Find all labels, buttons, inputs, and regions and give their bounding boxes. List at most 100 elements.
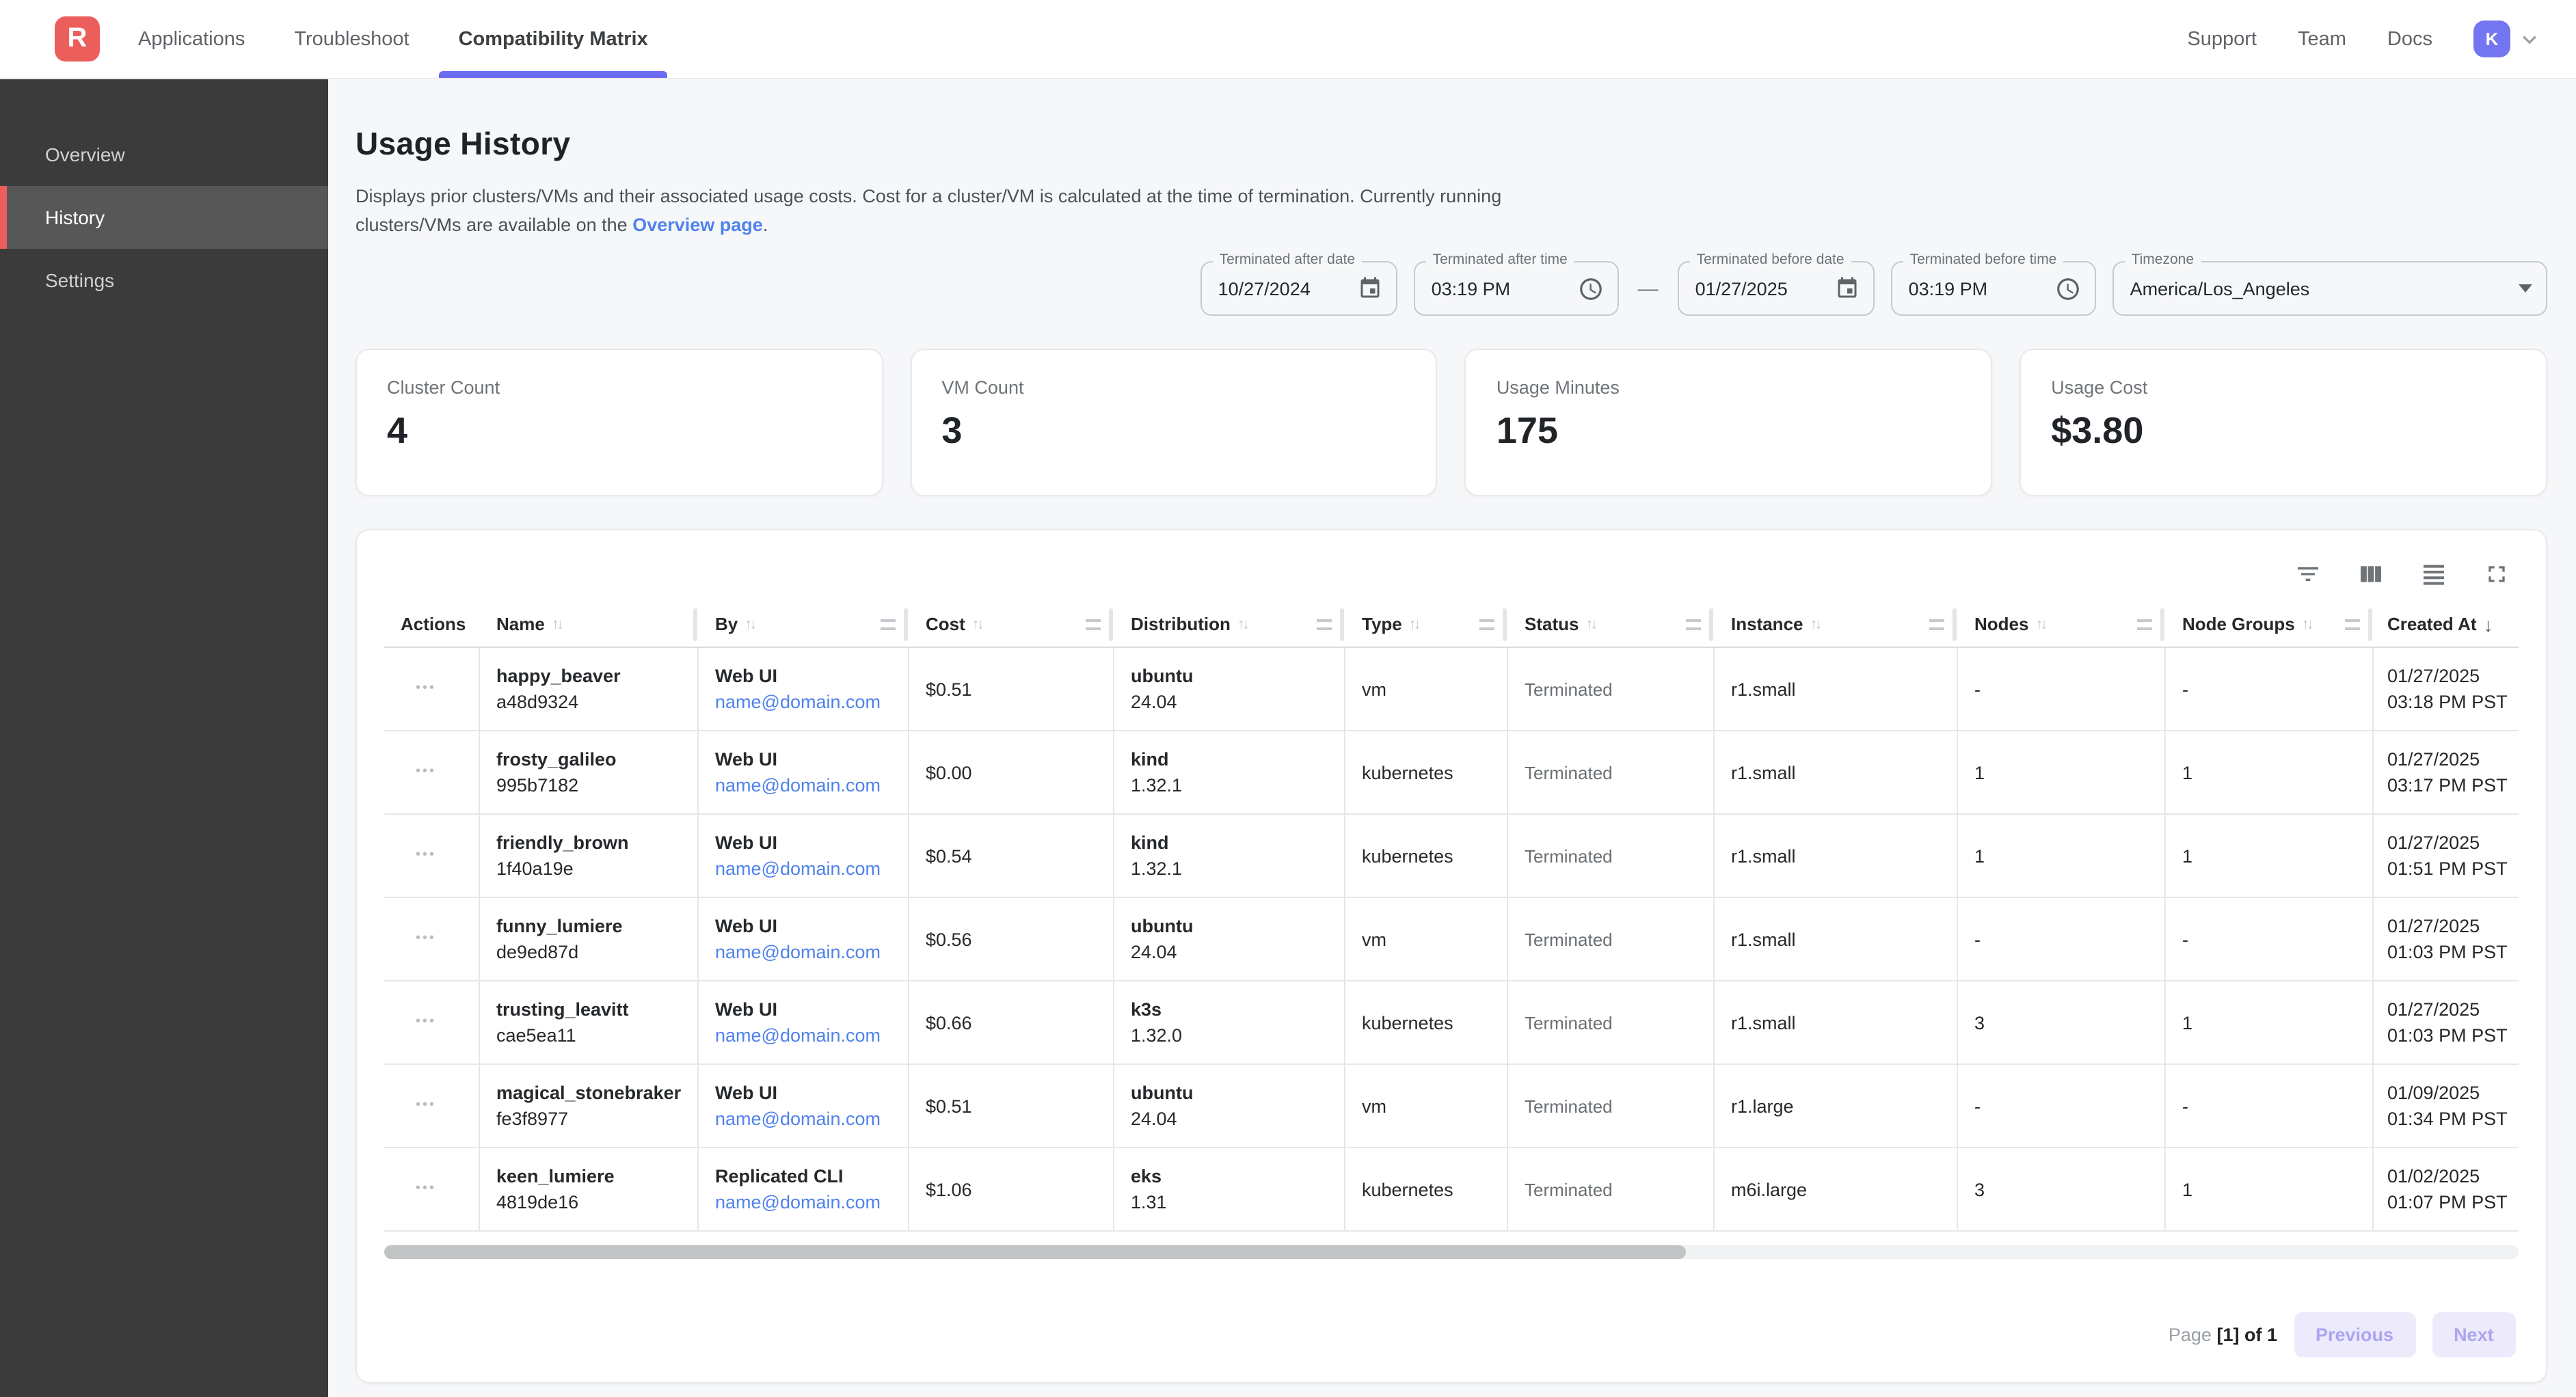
status-badge: Terminated xyxy=(1525,1096,1613,1116)
filter-icon[interactable] xyxy=(2292,558,2324,591)
column-header-created-at[interactable]: Created At ↓ xyxy=(2387,613,2493,635)
column-separator[interactable] xyxy=(1109,608,1113,641)
account-menu-button[interactable]: K xyxy=(2473,21,2543,57)
cluster-id: de9ed87d xyxy=(496,942,579,962)
actions-cell: ••• xyxy=(384,815,480,897)
column-menu-icon[interactable] xyxy=(1929,619,1944,629)
nav-link-docs[interactable]: Docs xyxy=(2387,28,2432,50)
column-header-instance[interactable]: Instance ↑↓ xyxy=(1715,601,1958,647)
type-cell: kubernetes xyxy=(1345,981,1508,1063)
column-header-type[interactable]: Type ↑↓ xyxy=(1345,601,1508,647)
terminated-before-time-field[interactable]: Terminated before time 03:19 PM xyxy=(1890,252,2096,316)
row-actions-button[interactable]: ••• xyxy=(415,1014,436,1029)
row-actions-button[interactable]: ••• xyxy=(415,847,436,863)
column-separator[interactable] xyxy=(904,608,908,641)
cost-cell: $0.56 xyxy=(909,898,1114,980)
actions-cell: ••• xyxy=(384,981,480,1063)
column-separator[interactable] xyxy=(1709,608,1713,641)
column-menu-icon[interactable] xyxy=(1086,619,1101,629)
by-email-link[interactable]: name@domain.com xyxy=(715,692,881,712)
sidebar-item-settings[interactable]: Settings xyxy=(45,269,115,291)
column-separator[interactable] xyxy=(1340,608,1344,641)
column-menu-icon[interactable] xyxy=(2137,619,2152,629)
calendar-icon[interactable] xyxy=(1358,276,1382,301)
instance-cell: r1.small xyxy=(1715,731,1958,813)
row-actions-button[interactable]: ••• xyxy=(415,764,436,779)
row-actions-button[interactable]: ••• xyxy=(415,1098,436,1113)
by-source: Web UI xyxy=(715,999,778,1020)
type-value: vm xyxy=(1362,929,1386,949)
row-actions-button[interactable]: ••• xyxy=(415,931,436,946)
cluster-id: a48d9324 xyxy=(496,692,579,712)
brand-logo[interactable]: R xyxy=(55,16,100,62)
sort-arrows-icon: ↑↓ xyxy=(1810,616,1823,632)
column-menu-icon[interactable] xyxy=(1317,619,1332,629)
page-description: Displays prior clusters/VMs and their as… xyxy=(355,186,1502,235)
clock-icon[interactable] xyxy=(2055,275,2081,301)
status-cell: Terminated xyxy=(1508,981,1715,1063)
by-email-link[interactable]: name@domain.com xyxy=(715,858,881,879)
fullscreen-icon[interactable] xyxy=(2480,558,2513,591)
by-email-link[interactable]: name@domain.com xyxy=(715,942,881,962)
density-icon[interactable] xyxy=(2417,558,2450,591)
by-email-link[interactable]: name@domain.com xyxy=(715,1025,881,1046)
table-row: ••• magical_stonebraker fe3f8977 Web UI … xyxy=(384,1065,2519,1148)
nav-item-troubleshoot[interactable]: Troubleshoot xyxy=(294,28,410,50)
column-separator[interactable] xyxy=(2368,608,2372,641)
sidebar-item-history[interactable]: History xyxy=(0,186,328,249)
sidebar-item-overview[interactable]: Overview xyxy=(45,144,125,165)
stat-value: 4 xyxy=(387,410,408,451)
column-header-name[interactable]: Name ↑↓ xyxy=(480,601,699,647)
column-header-distribution[interactable]: Distribution ↑↓ xyxy=(1114,601,1345,647)
terminated-before-date-value: 01/27/2025 xyxy=(1695,278,1788,299)
column-header-cost[interactable]: Cost ↑↓ xyxy=(909,601,1114,647)
nav-item-compatibility-matrix[interactable]: Compatibility Matrix xyxy=(439,0,667,78)
by-email-link[interactable]: name@domain.com xyxy=(715,1192,881,1212)
previous-page-button[interactable]: Previous xyxy=(2294,1312,2416,1357)
created-at-cell: 01/09/2025 01:34 PM PST xyxy=(2374,1065,2519,1147)
column-menu-icon[interactable] xyxy=(1686,619,1701,629)
column-header-status[interactable]: Status ↑↓ xyxy=(1508,601,1715,647)
next-page-button[interactable]: Next xyxy=(2432,1312,2516,1357)
column-menu-icon[interactable] xyxy=(881,619,896,629)
timezone-select[interactable]: Timezone America/Los_Angeles xyxy=(2112,252,2547,316)
sort-arrows-icon: ↑↓ xyxy=(1585,616,1598,632)
nav-link-team[interactable]: Team xyxy=(2297,28,2346,50)
cost-cell: $0.51 xyxy=(909,1065,1114,1147)
column-separator[interactable] xyxy=(2160,608,2164,641)
horizontal-scrollbar[interactable] xyxy=(384,1245,2519,1259)
node-groups-cell: 1 xyxy=(2166,815,2374,897)
terminated-before-time-value: 03:19 PM xyxy=(1908,278,1988,299)
column-separator[interactable] xyxy=(693,608,697,641)
row-actions-button[interactable]: ••• xyxy=(415,681,436,696)
column-menu-icon[interactable] xyxy=(1479,619,1494,629)
terminated-after-date-value: 10/27/2024 xyxy=(1218,278,1311,299)
column-header-nodes[interactable]: Nodes ↑↓ xyxy=(1958,601,2166,647)
distribution-cell: ubuntu 24.04 xyxy=(1114,1065,1345,1147)
terminated-before-date-field[interactable]: Terminated before date 01/27/2025 xyxy=(1677,252,1875,316)
by-email-link[interactable]: name@domain.com xyxy=(715,1109,881,1129)
created-date: 01/02/2025 xyxy=(2387,1166,2480,1186)
created-time: 01:07 PM PST xyxy=(2387,1192,2508,1212)
nav-link-support[interactable]: Support xyxy=(2187,28,2257,50)
sort-arrows-icon: ↑↓ xyxy=(744,616,757,632)
terminated-after-date-field[interactable]: Terminated after date 10/27/2024 xyxy=(1200,252,1397,316)
scrollbar-thumb[interactable] xyxy=(384,1245,1687,1259)
column-separator[interactable] xyxy=(1503,608,1507,641)
by-email-link[interactable]: name@domain.com xyxy=(715,775,881,796)
overview-page-link[interactable]: Overview page xyxy=(632,215,763,235)
stat-value: 175 xyxy=(1496,410,1558,451)
stat-label: VM Count xyxy=(941,377,1024,398)
column-menu-icon[interactable] xyxy=(2345,619,2360,629)
column-header-node-groups[interactable]: Node Groups ↑↓ xyxy=(2166,601,2374,647)
column-header-by[interactable]: By ↑↓ xyxy=(699,601,909,647)
row-actions-button[interactable]: ••• xyxy=(415,1181,436,1196)
cluster-id: 995b7182 xyxy=(496,775,579,796)
distro-name: kind xyxy=(1131,749,1169,770)
nav-item-applications[interactable]: Applications xyxy=(138,28,245,50)
terminated-after-time-field[interactable]: Terminated after time 03:19 PM xyxy=(1413,252,1619,316)
columns-icon[interactable] xyxy=(2354,558,2387,591)
clock-icon[interactable] xyxy=(1578,275,1604,301)
calendar-icon[interactable] xyxy=(1835,276,1860,301)
column-separator[interactable] xyxy=(1953,608,1957,641)
